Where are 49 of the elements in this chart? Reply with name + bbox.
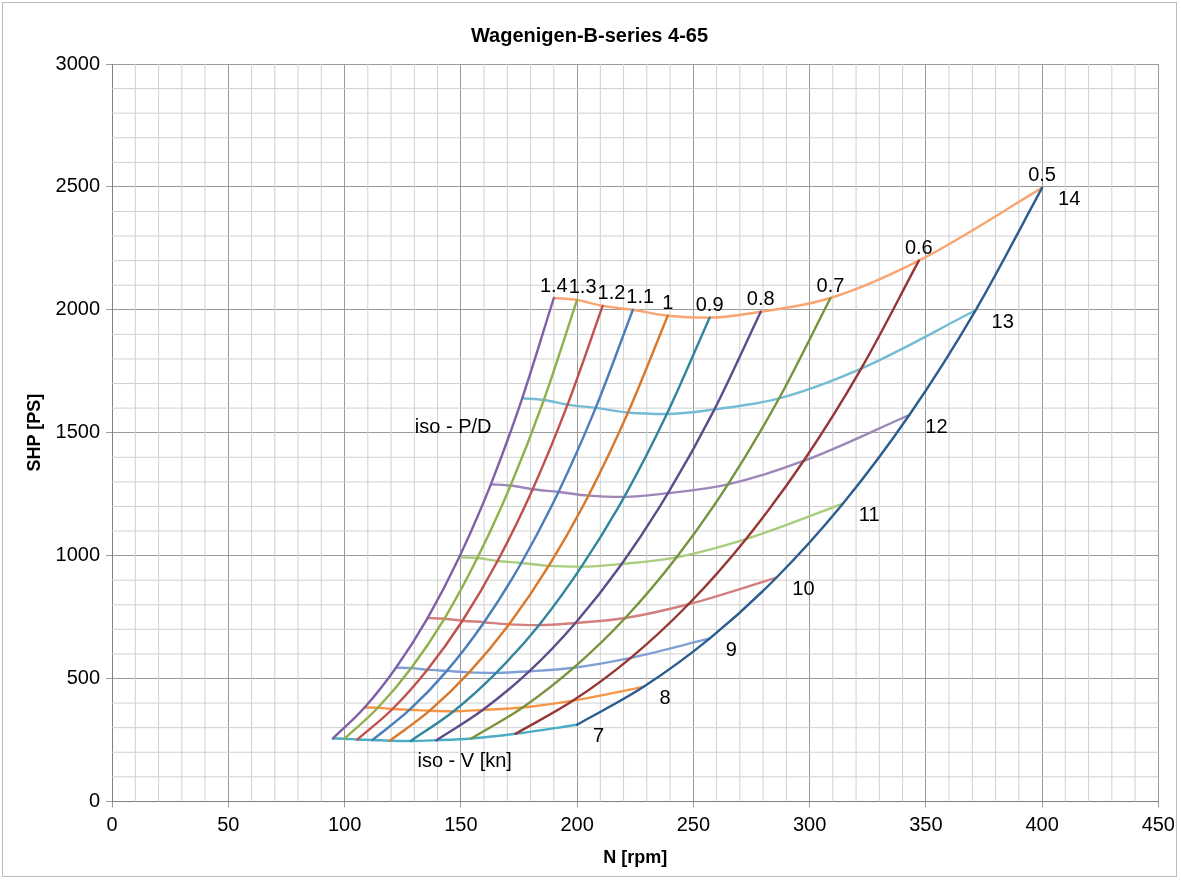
series-label: 10 bbox=[792, 577, 815, 600]
x-tick-label: 450 bbox=[1141, 812, 1175, 835]
y-tick-label: 2000 bbox=[55, 297, 101, 320]
series-label: 8 bbox=[659, 686, 671, 709]
x-tick-label: 0 bbox=[106, 812, 118, 835]
series-label: 0.8 bbox=[746, 287, 775, 310]
y-tick-label: 0 bbox=[88, 788, 101, 811]
series-label: 9 bbox=[725, 637, 737, 660]
line-series bbox=[331, 723, 579, 743]
y-tick-label: 2500 bbox=[55, 174, 101, 197]
series-label: 1.1 bbox=[626, 285, 655, 308]
series-label: 7 bbox=[593, 724, 605, 747]
line-series bbox=[356, 304, 604, 741]
line-series bbox=[489, 413, 911, 499]
y-tick-label: 3000 bbox=[55, 51, 101, 74]
series-label: 11 bbox=[858, 503, 880, 526]
annotation: iso - P/D bbox=[414, 415, 492, 438]
line-series bbox=[388, 314, 669, 742]
series-label: 0.5 bbox=[1028, 163, 1056, 186]
chart-title: Wagenigen-B-series 4-65 bbox=[470, 23, 709, 46]
y-axis-title: SHP [PS] bbox=[23, 393, 44, 472]
line-series bbox=[426, 576, 778, 627]
x-tick-label: 350 bbox=[909, 812, 943, 835]
series-label: 0.9 bbox=[695, 293, 724, 316]
x-tick-label: 150 bbox=[444, 812, 478, 835]
x-tick-label: 250 bbox=[676, 812, 711, 835]
series-label: 1.4 bbox=[539, 273, 568, 296]
series-label: 14 bbox=[1058, 187, 1081, 210]
x-tick-label: 50 bbox=[217, 812, 240, 835]
series-label: 1 bbox=[662, 291, 674, 314]
y-tick-label: 500 bbox=[66, 666, 101, 689]
series-label: 13 bbox=[991, 309, 1014, 332]
x-axis-title: N [rpm] bbox=[603, 847, 668, 868]
line-series bbox=[371, 308, 635, 742]
line-series bbox=[409, 316, 711, 743]
series-label: 12 bbox=[925, 414, 948, 437]
y-tick-label: 1000 bbox=[55, 543, 101, 566]
x-tick-label: 200 bbox=[560, 812, 594, 835]
series-label: 1.3 bbox=[568, 275, 597, 298]
x-tick-label: 100 bbox=[327, 812, 362, 835]
annotation: iso - V [kn] bbox=[417, 749, 512, 772]
line-series bbox=[521, 309, 977, 416]
series-label: 0.6 bbox=[904, 236, 933, 259]
x-tick-label: 300 bbox=[792, 812, 827, 835]
series-label: 0.7 bbox=[816, 273, 845, 296]
line-series bbox=[363, 685, 645, 713]
series-label: 1.2 bbox=[597, 281, 626, 304]
x-tick-label: 400 bbox=[1025, 812, 1059, 835]
y-tick-label: 1500 bbox=[55, 420, 101, 443]
